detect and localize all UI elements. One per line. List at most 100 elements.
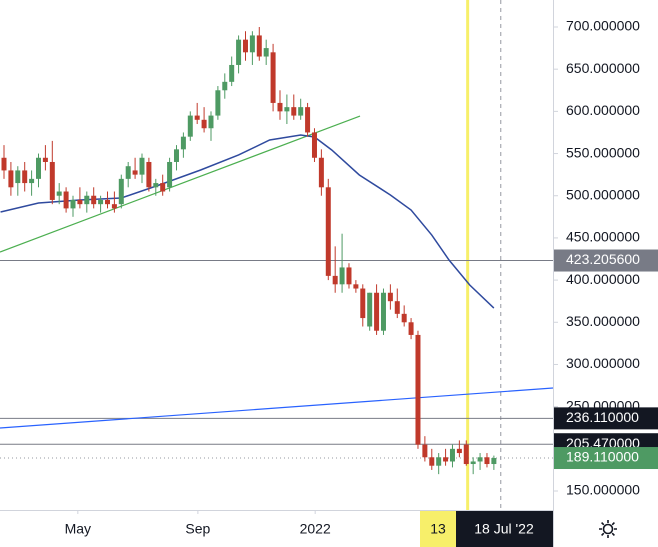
candle-body: [236, 39, 242, 65]
candle-body: [160, 183, 166, 192]
candle-body: [318, 157, 324, 188]
candle-body: [484, 457, 490, 465]
settings-button[interactable]: [599, 520, 617, 538]
candle-body: [63, 191, 69, 209]
candle-body: [284, 107, 290, 112]
candle-body: [1, 157, 7, 171]
level-badge: [554, 447, 658, 470]
candle-body: [15, 170, 21, 184]
candle-body: [256, 35, 262, 57]
candle-body: [104, 199, 110, 205]
level-label: 423.205600: [566, 251, 640, 267]
highlight-label: 13: [430, 521, 446, 537]
candle-body: [146, 161, 152, 188]
candle-body: [91, 195, 97, 205]
candle-body: [311, 132, 317, 158]
candle-body: [35, 157, 41, 179]
plot-area: [0, 0, 553, 510]
candle-body: [429, 457, 435, 466]
candle-body: [477, 457, 483, 462]
candle-body: [132, 170, 138, 175]
y-tick-label: 600.000000: [566, 102, 640, 118]
candle-body: [208, 115, 214, 129]
candle-body: [77, 199, 83, 205]
trend-line: [0, 387, 553, 429]
candle-body: [125, 166, 131, 179]
candle-body: [42, 157, 48, 162]
candle-body: [56, 191, 62, 196]
y-tick-label: 550.000000: [566, 144, 640, 160]
candle-body: [22, 170, 28, 184]
highlight-badge: [420, 511, 456, 547]
level-label: 189.110000: [566, 449, 639, 465]
candle-body: [167, 161, 173, 188]
level-badge: [554, 249, 658, 272]
level-label: 205.470000: [566, 435, 640, 451]
candle-body: [346, 267, 352, 285]
candle-body: [422, 444, 428, 458]
y-tick-label: 650.000000: [566, 60, 640, 76]
candle-body: [84, 195, 90, 205]
y-tick-label: 350.000000: [566, 313, 640, 329]
candle-body: [339, 267, 345, 285]
candle-body: [380, 292, 386, 331]
candle-body: [291, 107, 297, 116]
level-badge: [554, 407, 658, 430]
candle-body: [201, 119, 207, 129]
candle-body: [374, 292, 380, 331]
candle-body: [173, 149, 179, 162]
candle-body: [180, 136, 186, 150]
candle-body: [70, 199, 76, 209]
candle-body: [118, 178, 124, 205]
candle-body: [153, 183, 159, 188]
y-tick-label: 700.000000: [566, 18, 640, 34]
moving-average: [0, 134, 495, 309]
candle-body: [49, 161, 55, 200]
candle-body: [242, 39, 248, 53]
candle-body: [449, 448, 455, 462]
candle-body: [415, 334, 421, 445]
candle-body: [401, 313, 407, 323]
x-tick-label: Sep: [185, 521, 210, 537]
y-tick-label: 150.000000: [566, 482, 640, 498]
candle-body: [29, 178, 35, 184]
candle-body: [229, 64, 235, 82]
candle-body: [325, 187, 331, 276]
axes: 150.000000200.000000250.000000300.000000…: [65, 18, 658, 547]
candle-body: [111, 204, 117, 209]
candle-body: [436, 457, 442, 466]
x-tick-label: May: [65, 521, 91, 537]
x-tick-label: 2022: [300, 521, 331, 537]
candle-body: [98, 199, 104, 205]
candle-body: [443, 457, 449, 462]
y-tick-label: 450.000000: [566, 229, 640, 245]
candle-body: [249, 35, 255, 53]
candle-body: [277, 102, 283, 112]
candle-body: [187, 115, 193, 137]
candle-body: [367, 292, 373, 327]
candle-body: [8, 170, 14, 188]
candle-body: [353, 284, 359, 289]
cursor-label: 18 Jul '22: [474, 521, 534, 537]
candle-body: [394, 301, 400, 314]
candle-body: [305, 107, 311, 133]
candle-body: [387, 292, 393, 302]
candle-body: [456, 448, 462, 454]
candle-body: [332, 275, 338, 285]
y-tick-label: 500.000000: [566, 186, 640, 202]
candle-body: [470, 461, 476, 465]
cursor-badge: [456, 511, 553, 547]
candle-body: [139, 157, 145, 175]
candle-body: [360, 288, 366, 319]
level-label: 236.110000: [566, 409, 639, 425]
y-tick-label: 300.000000: [566, 355, 640, 371]
candle-body: [215, 90, 221, 116]
candle-body: [491, 458, 497, 465]
candle-body: [298, 107, 304, 116]
candle-body: [263, 48, 269, 57]
candle-body: [463, 444, 469, 465]
candle-body: [194, 115, 200, 120]
y-tick-label: 400.000000: [566, 271, 640, 287]
trend-line: [0, 115, 361, 253]
